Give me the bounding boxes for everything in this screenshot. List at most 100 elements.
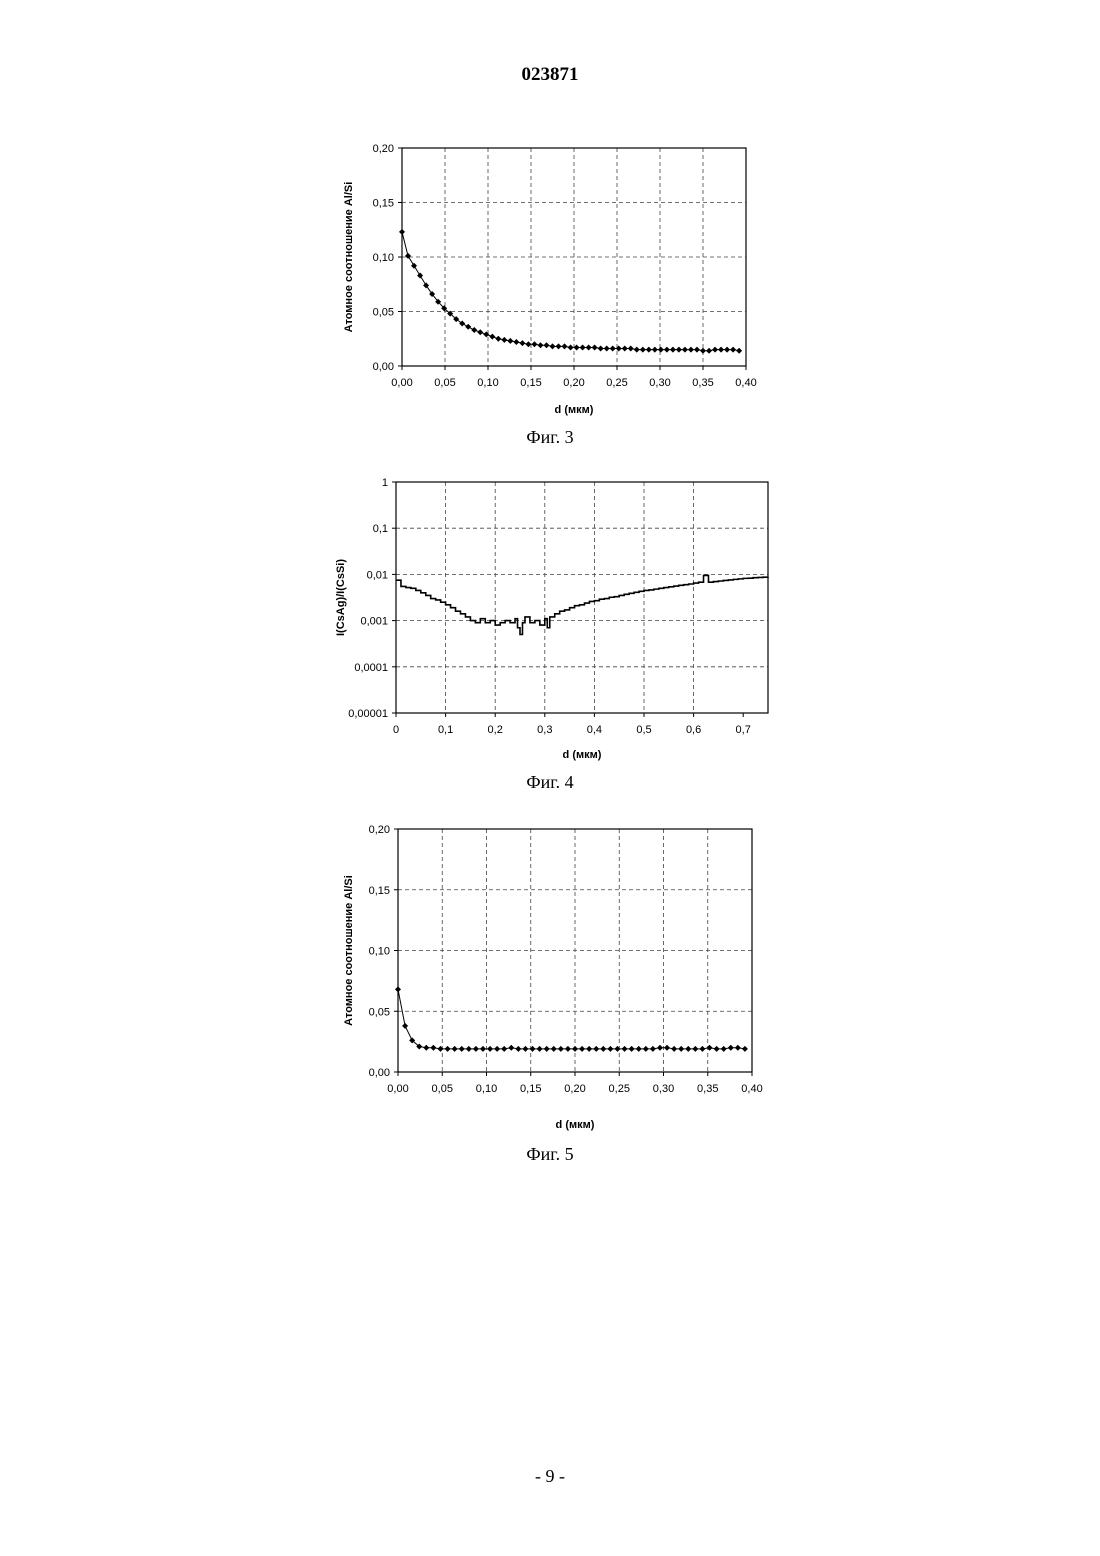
data-point <box>423 282 429 288</box>
data-point <box>636 1046 642 1052</box>
series-line <box>402 202 739 351</box>
data-point <box>574 344 580 350</box>
data-point <box>699 1046 705 1052</box>
x-tick-label: 0,30 <box>649 377 670 389</box>
data-point <box>543 342 549 348</box>
data-point <box>558 1046 564 1052</box>
y-tick-label: 0,0001 <box>354 662 388 674</box>
data-point <box>501 1046 507 1052</box>
figure-3-chart: 0,000,050,100,150,200,250,300,350,400,00… <box>0 130 1100 420</box>
x-tick-label: 0,25 <box>606 377 627 389</box>
x-tick-label: 0,3 <box>537 724 552 736</box>
data-point <box>610 346 616 352</box>
data-point <box>664 347 670 353</box>
data-point <box>525 341 531 347</box>
data-point <box>643 1046 649 1052</box>
data-point <box>411 263 417 269</box>
x-tick-label: 0,10 <box>477 377 498 389</box>
x-tick-label: 0,00 <box>391 377 412 389</box>
data-point <box>607 1046 613 1052</box>
data-point <box>466 1046 472 1052</box>
data-point <box>670 347 676 353</box>
y-tick-label: 0,15 <box>369 885 390 897</box>
y-axis-label: Атомное соотношение Al/Si <box>343 875 355 1026</box>
series-line <box>398 959 745 1049</box>
x-tick-label: 0,7 <box>736 724 751 736</box>
x-tick-label: 0,05 <box>432 1083 453 1095</box>
data-point <box>519 340 525 346</box>
x-axis-label: d (мкм) <box>555 404 594 416</box>
x-axis-label: d (мкм) <box>563 749 602 761</box>
x-tick-label: 0,40 <box>735 377 756 389</box>
data-point <box>622 1046 628 1052</box>
figure-3-caption: Фиг. 3 <box>0 427 1100 448</box>
data-point <box>572 1046 578 1052</box>
data-point <box>598 346 604 352</box>
plot-frame <box>396 482 768 713</box>
y-tick-label: 0,01 <box>367 569 388 581</box>
data-point <box>402 1023 408 1029</box>
x-axis-label: d (мкм) <box>556 1119 595 1131</box>
y-tick-label: 0,10 <box>369 946 390 958</box>
y-tick-label: 0,001 <box>360 616 388 628</box>
x-tick-label: 0,6 <box>686 724 701 736</box>
data-point <box>531 341 537 347</box>
data-point <box>537 1046 543 1052</box>
y-tick-label: 0,00001 <box>348 708 388 720</box>
y-tick-label: 0,00 <box>373 361 394 373</box>
y-tick-label: 0,20 <box>373 143 394 155</box>
data-point <box>658 347 664 353</box>
data-point <box>537 342 543 348</box>
data-point <box>652 347 658 353</box>
x-tick-label: 0,30 <box>653 1083 674 1095</box>
data-point <box>646 347 652 353</box>
data-point <box>593 1046 599 1052</box>
data-point <box>664 1045 670 1051</box>
data-point <box>634 347 640 353</box>
x-tick-label: 0,15 <box>520 377 541 389</box>
data-point <box>592 344 598 350</box>
data-point <box>706 348 712 354</box>
y-tick-label: 1 <box>382 477 388 489</box>
data-point <box>562 343 568 349</box>
data-point <box>700 348 706 354</box>
data-point <box>650 1046 656 1052</box>
data-point <box>586 344 592 350</box>
data-point <box>480 1046 486 1052</box>
x-tick-label: 0,00 <box>387 1083 408 1095</box>
data-point <box>600 1046 606 1052</box>
data-point <box>730 347 736 353</box>
x-tick-label: 0,20 <box>563 377 584 389</box>
data-point <box>471 327 477 333</box>
data-point <box>688 347 694 353</box>
data-point <box>579 1046 585 1052</box>
data-point <box>568 344 574 350</box>
x-tick-label: 0,25 <box>609 1083 630 1095</box>
data-point <box>405 253 411 259</box>
y-axis-label: I(CsAg)/I(CsSi) <box>335 559 347 636</box>
document-number: 023871 <box>0 64 1100 86</box>
data-point <box>473 1046 479 1052</box>
data-point <box>640 347 646 353</box>
data-point <box>522 1046 528 1052</box>
data-point <box>395 986 401 992</box>
figure-5-caption: Фиг. 5 <box>0 1144 1100 1165</box>
data-point <box>692 1046 698 1052</box>
y-tick-label: 0,1 <box>373 523 388 535</box>
data-point <box>724 347 730 353</box>
y-tick-label: 0,00 <box>369 1067 390 1079</box>
figure-4-caption: Фиг. 4 <box>0 772 1100 793</box>
data-point <box>694 347 700 353</box>
data-point <box>487 1046 493 1052</box>
x-tick-label: 0,20 <box>564 1083 585 1095</box>
data-point <box>671 1046 677 1052</box>
data-point <box>551 1046 557 1052</box>
data-point <box>489 334 495 340</box>
data-point <box>515 1046 521 1052</box>
data-point <box>735 1045 741 1051</box>
x-tick-label: 0,5 <box>636 724 651 736</box>
y-tick-label: 0,15 <box>373 198 394 210</box>
data-point <box>556 343 562 349</box>
data-point <box>495 336 501 342</box>
data-point <box>452 1046 458 1052</box>
